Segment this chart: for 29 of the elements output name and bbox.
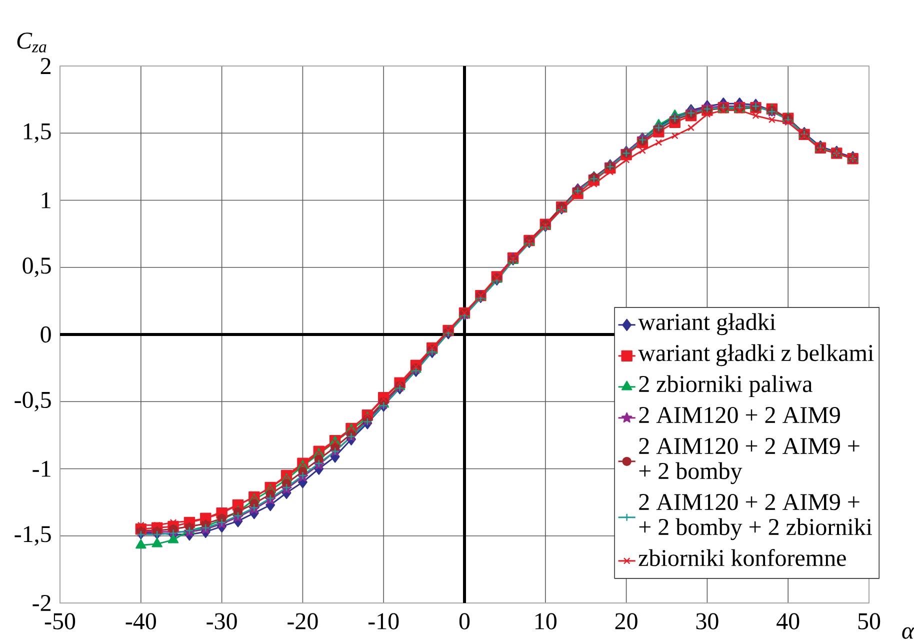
x-tick-label: -10 (368, 613, 399, 630)
legend-label: 2 zbiorniki paliwa (639, 375, 812, 398)
x-tick-label: -30 (206, 613, 237, 630)
y-tick-label: -0,5 (14, 392, 51, 412)
legend-label: zbiorniki konforemne (638, 549, 846, 566)
legend-label: 2 AIM120 + 2 AIM9 + + 2 bomby (639, 438, 860, 484)
legend-label: wariant gładki (638, 313, 776, 336)
legend-label: wariant gładki z belkami (638, 344, 874, 366)
x-tick-label: -50 (44, 613, 76, 630)
x-tick-label: 50 (858, 613, 880, 630)
x-tick-label: -40 (126, 613, 156, 630)
y-tick-label: -1,5 (14, 526, 51, 546)
y-axis-title: C$_{za}$ (17, 32, 46, 52)
y-tick-label: -2 (32, 595, 50, 611)
y-tick-label: 1,5 (24, 123, 51, 143)
x-tick-label: 30 (696, 613, 718, 630)
x-tick-label: 0 (459, 613, 470, 630)
legend-label: 2 AIM120 + 2 AIM9 (639, 406, 840, 424)
y-tick-label: 0 (40, 326, 51, 343)
x-axis-title: α (902, 627, 914, 639)
x-tick-label: 40 (776, 613, 800, 630)
y-tick-label: 2 (40, 58, 50, 74)
x-tick-label: 10 (536, 613, 556, 630)
y-tick-label: -1 (32, 460, 50, 477)
x-tick-label: 20 (615, 613, 638, 630)
legend-label: 2 AIM120 + 2 AIM9 + + 2 bomby + 2 zbiorniki (639, 494, 872, 540)
y-tick-label: 1 (42, 192, 50, 208)
y-tick-label: 0,5 (22, 258, 51, 278)
x-tick-label: -20 (288, 613, 318, 630)
